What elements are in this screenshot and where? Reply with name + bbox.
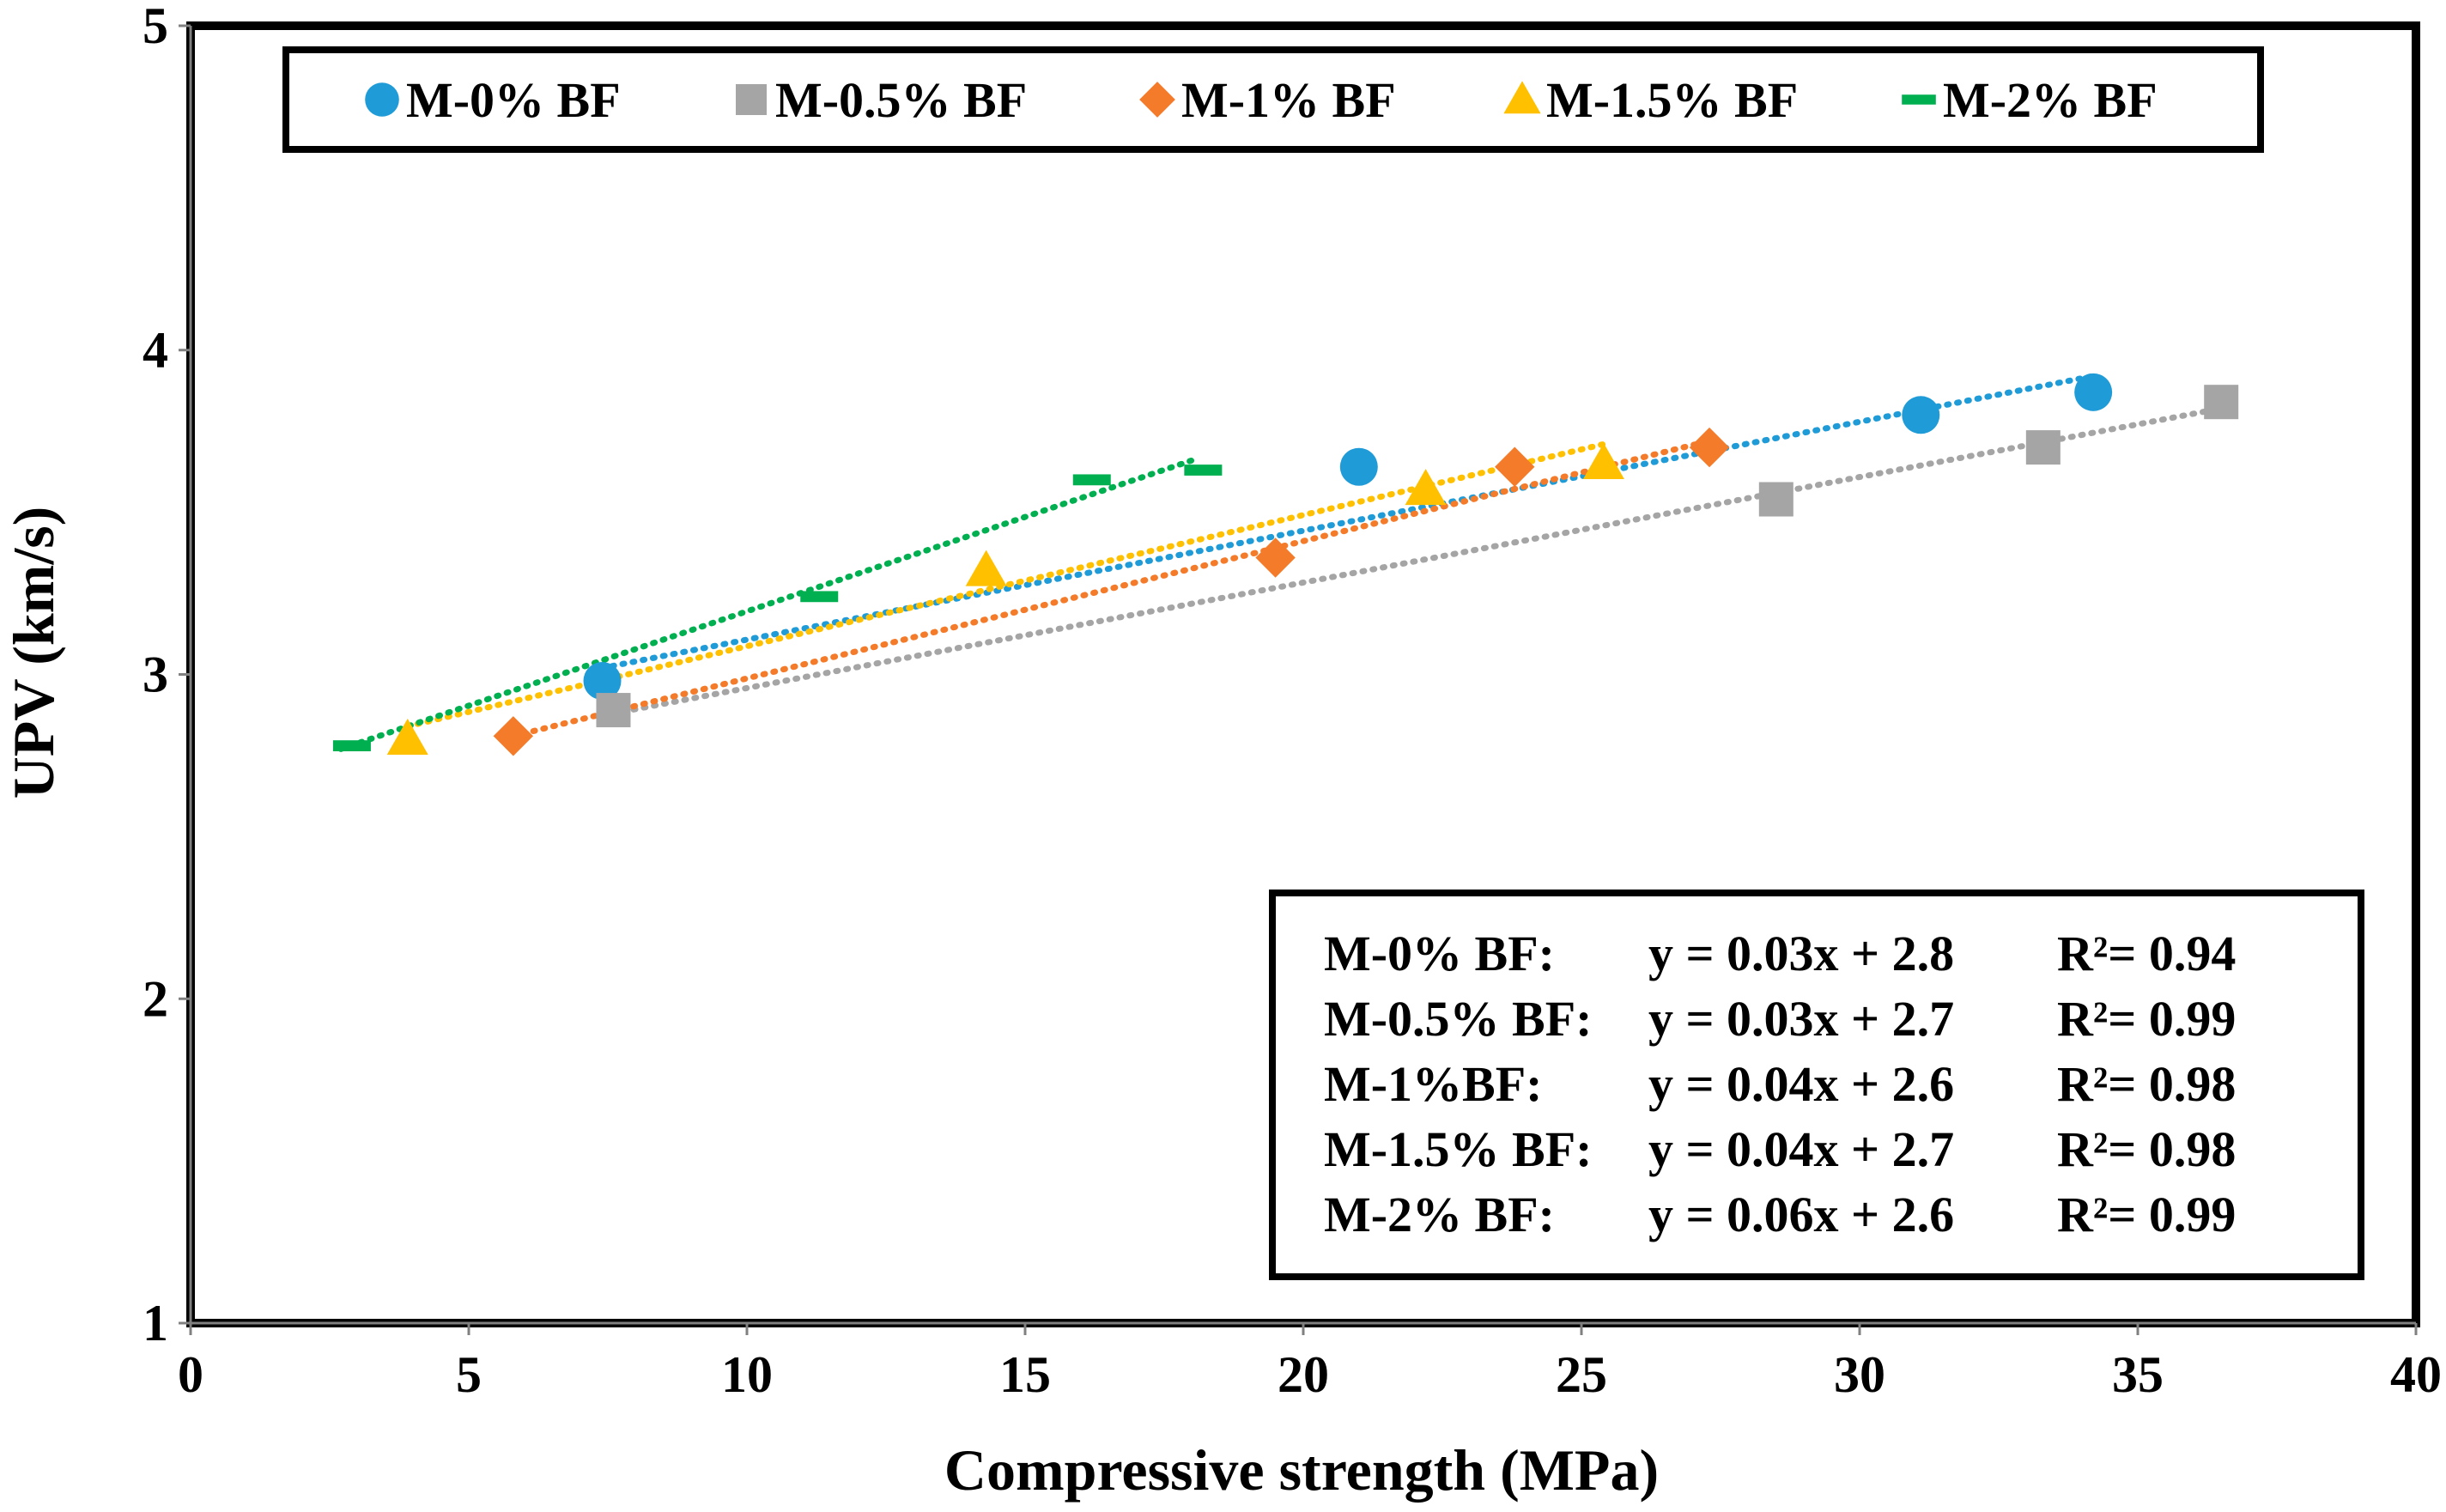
- legend-marker-2: [1139, 82, 1175, 118]
- y-axis-label: UPV (km/s): [1, 507, 66, 799]
- point-series-1-2: [2025, 430, 2061, 465]
- x-tick-label: 30: [1834, 1346, 1885, 1403]
- trendline-series-0: [599, 373, 2097, 671]
- equation-r2-3: R²= 0.98: [2057, 1121, 2236, 1177]
- point-series-1-0: [596, 693, 631, 728]
- point-series-1-3: [2204, 385, 2239, 420]
- point-series-0-1: [1339, 447, 1378, 486]
- trendline-series-4: [337, 457, 1195, 752]
- y-tick-label: 4: [143, 322, 168, 379]
- equation-formula-0: y = 0.03x + 2.8: [1648, 926, 1954, 981]
- point-series-2-1: [1255, 537, 1296, 578]
- plot-layer: [332, 373, 2239, 756]
- x-tick-label: 10: [721, 1346, 773, 1403]
- legend-label-1: M-0.5% BF: [775, 72, 1027, 128]
- point-series-3-2: [1405, 469, 1447, 506]
- x-tick-label: 5: [456, 1346, 482, 1403]
- point-series-4-0: [332, 740, 371, 752]
- equation-frame: [1269, 890, 2364, 1280]
- x-tick-label: 0: [178, 1346, 203, 1403]
- equation-r2-2: R²= 0.98: [2057, 1056, 2236, 1112]
- x-tick-label: 35: [2112, 1346, 2164, 1403]
- equation-label-4: M-2% BF:: [1324, 1187, 1555, 1242]
- point-series-2-3: [1689, 427, 1730, 468]
- y-tick-label: 3: [143, 647, 168, 703]
- equation-formula-3: y = 0.04x + 2.7: [1648, 1121, 1954, 1177]
- point-series-0-3: [2074, 373, 2113, 411]
- trendline-series-1: [610, 405, 2224, 717]
- equation-label-2: M-1%BF:: [1324, 1056, 1543, 1112]
- equation-formula-4: y = 0.06x + 2.6: [1648, 1187, 1954, 1242]
- y-tick-label: 1: [143, 1295, 168, 1351]
- equation-label-0: M-0% BF:: [1324, 926, 1555, 981]
- legend-marker-4: [1902, 94, 1936, 105]
- equation-box: M-0% BF: y = 0.03x + 2.8 R²= 0.94 M-0.5% BF…: [1269, 890, 2364, 1280]
- equation-label-1: M-0.5% BF:: [1324, 991, 1593, 1047]
- equation-formula-1: y = 0.03x + 2.7: [1648, 991, 1954, 1047]
- legend-label-4: M-2% BF: [1943, 72, 2158, 128]
- equation-formula-2: y = 0.04x + 2.6: [1648, 1056, 1954, 1112]
- point-series-1-1: [1758, 482, 1794, 517]
- legend-label-3: M-1.5% BF: [1546, 72, 1798, 128]
- legend-marker-0: [365, 82, 399, 117]
- point-series-4-1: [800, 591, 839, 603]
- equation-r2-0: R²= 0.94: [2057, 926, 2236, 981]
- y-tick-label: 5: [143, 0, 168, 54]
- legend-label-0: M-0% BF: [406, 72, 621, 128]
- point-series-3-1: [965, 550, 1007, 586]
- point-series-0-0: [583, 662, 622, 701]
- x-tick-label: 25: [1556, 1346, 1607, 1403]
- x-tick-label: 20: [1278, 1346, 1329, 1403]
- equation-r2-1: R²= 0.99: [2057, 991, 2236, 1047]
- point-series-3-0: [386, 719, 428, 756]
- x-tick-label: 40: [2390, 1346, 2442, 1403]
- point-series-2-0: [493, 716, 534, 756]
- trendline-series-2: [510, 438, 1713, 739]
- point-series-3-3: [1582, 442, 1624, 479]
- point-series-4-2: [1072, 474, 1111, 486]
- legend-marker-3: [1503, 81, 1541, 114]
- x-tick-label: 15: [999, 1346, 1051, 1403]
- legend: M-0% BF M-0.5% BF M-1% BF M-1.5% BF M-2% BF: [282, 46, 2264, 153]
- equation-label-3: M-1.5% BF:: [1324, 1121, 1593, 1177]
- point-series-0-2: [1902, 396, 1940, 434]
- x-axis-label: Compressive strength (MPa): [944, 1437, 1659, 1503]
- legend-marker-1: [736, 84, 767, 115]
- point-series-4-3: [1184, 465, 1223, 476]
- y-tick-label: 2: [143, 970, 168, 1027]
- equation-r2-4: R²= 0.99: [2057, 1187, 2236, 1242]
- point-series-2-2: [1495, 446, 1535, 487]
- legend-label-2: M-1% BF: [1181, 72, 1396, 128]
